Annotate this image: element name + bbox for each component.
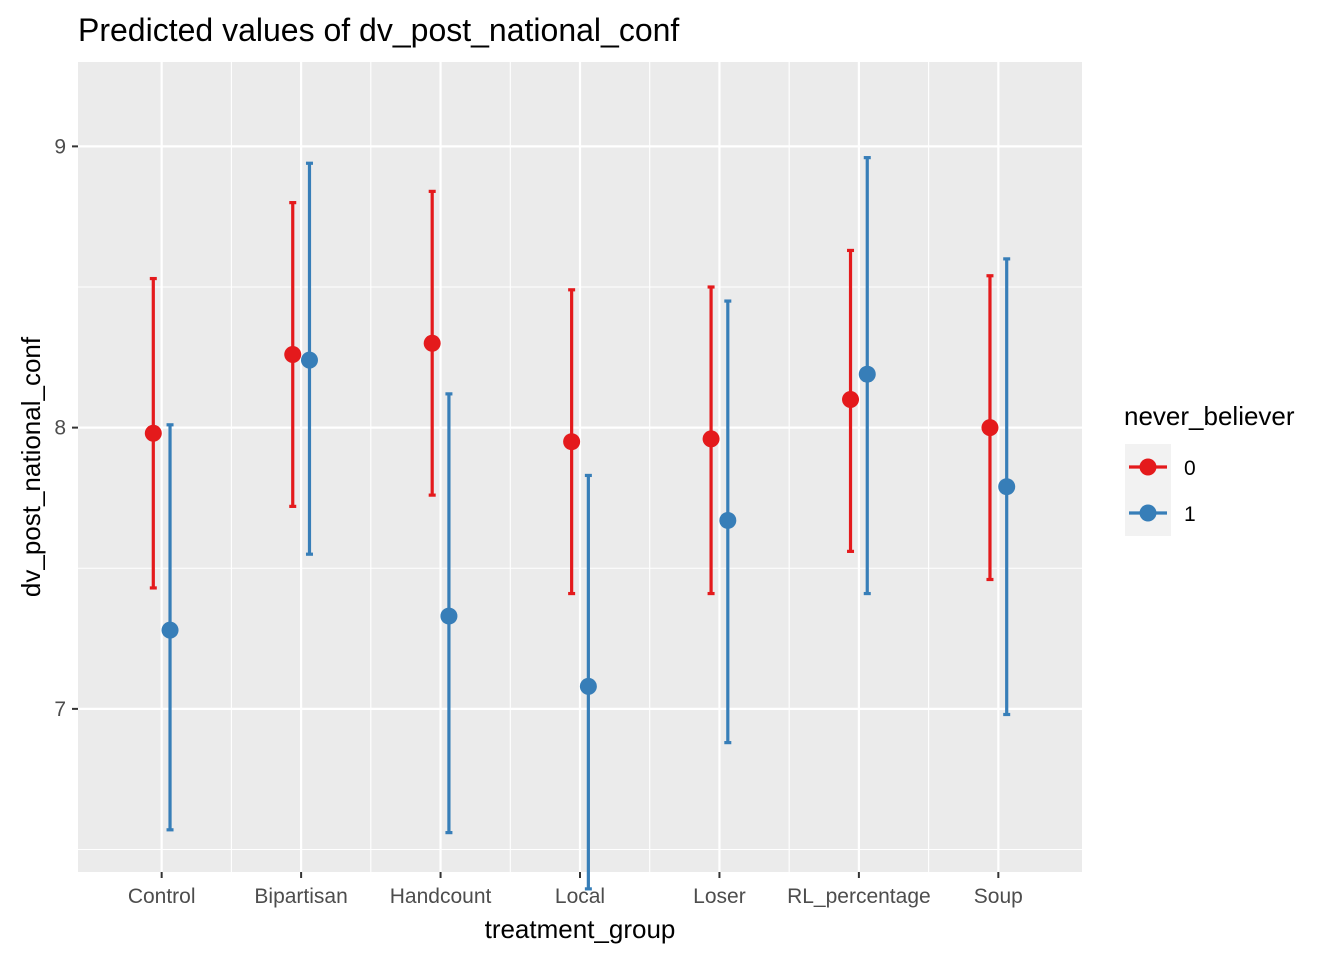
data-point-0 xyxy=(423,334,441,352)
data-point-1 xyxy=(719,511,737,529)
data-point-0 xyxy=(842,391,860,408)
grid-major xyxy=(78,62,1082,872)
legend-key-point-1 xyxy=(1139,504,1157,522)
legend: never_believer 01 xyxy=(1124,401,1295,536)
legend-label-1: 1 xyxy=(1184,503,1196,526)
y-axis: 7 8 9 xyxy=(54,135,78,721)
x-axis-title: treatment_group xyxy=(485,914,676,944)
chart-title: Predicted values of dv_post_national_con… xyxy=(78,12,679,48)
data-point-0 xyxy=(284,346,302,363)
data-points xyxy=(144,334,1016,695)
x-tick-label: Loser xyxy=(693,885,746,908)
x-tick-label: Soup xyxy=(974,885,1023,908)
y-tick-label: 9 xyxy=(54,135,66,158)
data-point-1 xyxy=(440,607,458,625)
legend-title: never_believer xyxy=(1124,401,1295,431)
x-tick-label: RL_percentage xyxy=(787,885,931,908)
legend-label-0: 0 xyxy=(1184,457,1196,480)
data-point-0 xyxy=(144,424,162,442)
legend-key-point-0 xyxy=(1139,458,1157,476)
x-axis: Control Bipartisan Handcount Local Loser RL_p… xyxy=(128,872,1023,908)
y-axis-title: dv_post_national_conf xyxy=(16,336,46,597)
data-point-1 xyxy=(858,365,876,383)
data-point-1 xyxy=(300,351,318,369)
x-tick-label: Bipartisan xyxy=(254,885,347,908)
x-tick-label: Control xyxy=(128,885,196,908)
x-tick-label: Handcount xyxy=(390,885,492,908)
data-point-1 xyxy=(998,478,1016,496)
data-point-0 xyxy=(563,433,581,451)
data-point-0 xyxy=(981,419,999,437)
data-point-1 xyxy=(161,621,179,639)
data-point-0 xyxy=(702,430,720,448)
data-point-1 xyxy=(579,677,597,695)
x-tick-label: Local xyxy=(555,885,605,908)
y-tick-label: 8 xyxy=(54,417,66,440)
legend-keys: 01 xyxy=(1125,444,1196,536)
y-tick-label: 7 xyxy=(54,698,66,721)
